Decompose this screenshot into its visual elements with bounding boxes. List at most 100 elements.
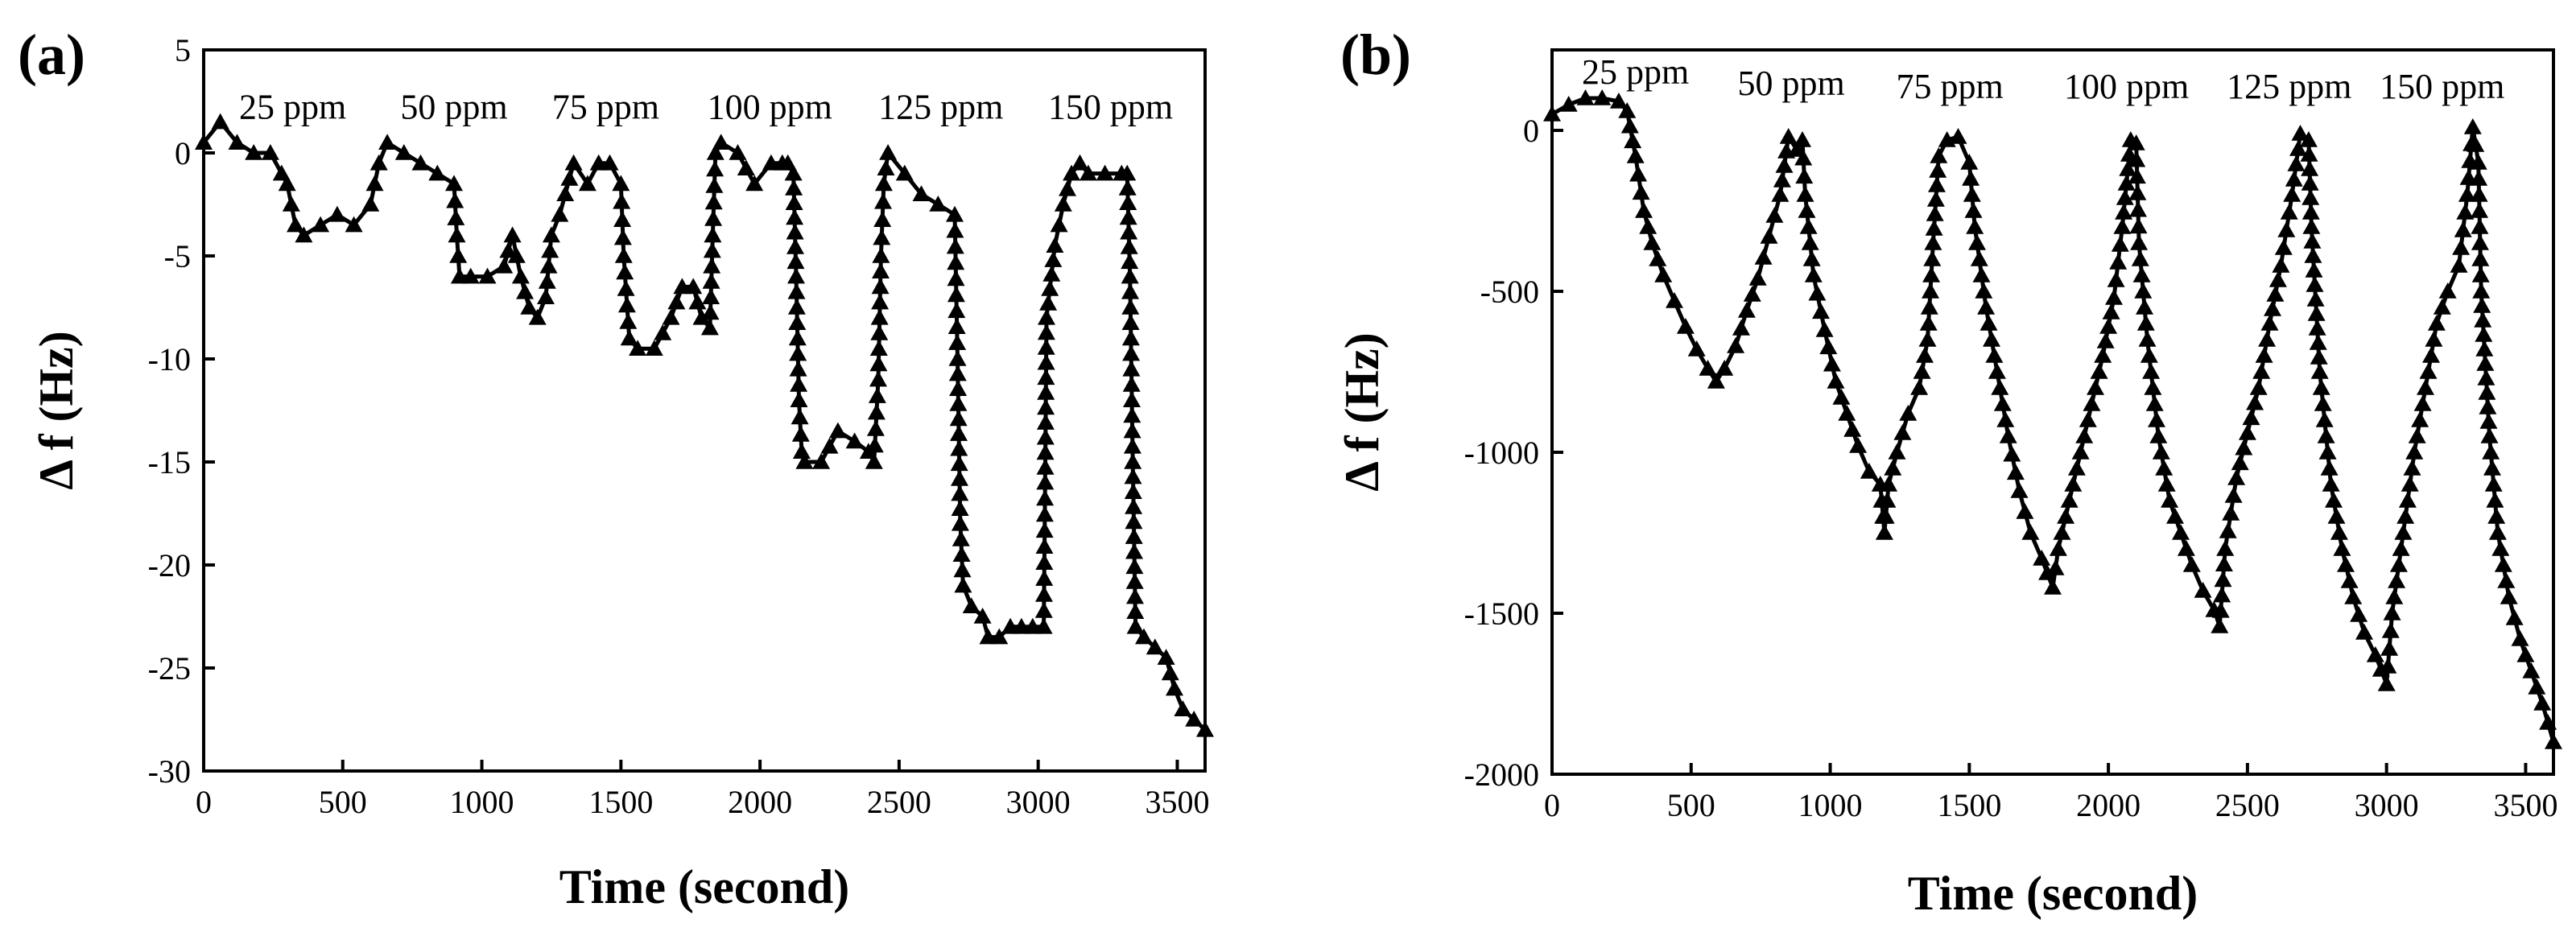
data-point — [2417, 379, 2434, 395]
data-point — [1880, 476, 1898, 492]
data-point — [245, 144, 263, 160]
data-point — [990, 628, 1009, 645]
data-point — [1037, 353, 1055, 370]
plot-frame — [1550, 48, 2555, 776]
data-point — [2302, 218, 2321, 234]
data-point — [1035, 570, 1054, 586]
data-point — [1919, 315, 1938, 331]
data-point — [702, 273, 720, 289]
data-point — [1125, 513, 1143, 530]
data-point — [616, 263, 634, 280]
data-point — [1121, 299, 1140, 315]
x-tick-label: 1000 — [450, 784, 514, 820]
data-point — [2337, 556, 2355, 572]
data-point — [2539, 714, 2557, 730]
data-point — [1972, 266, 1991, 282]
x-tick-label: 2000 — [728, 784, 792, 820]
data-point — [1023, 617, 1042, 634]
data-point — [378, 134, 397, 150]
data-point — [2127, 134, 2145, 150]
data-point — [617, 280, 635, 296]
concentration-label: 75 ppm — [1897, 67, 2004, 106]
data-point — [2166, 508, 2184, 524]
data-point — [1126, 617, 1145, 634]
data-point — [872, 247, 890, 263]
data-point — [2044, 579, 2062, 595]
data-point — [873, 211, 892, 227]
data-point — [2454, 221, 2472, 237]
data-point — [654, 324, 672, 340]
y-axis-title: Δ f (Hz) — [1335, 332, 1389, 492]
data-point — [2396, 508, 2415, 524]
data-point — [2470, 186, 2488, 202]
data-point — [1926, 205, 1944, 221]
data-point — [951, 500, 969, 516]
data-point — [450, 267, 469, 284]
data-point — [2132, 266, 2151, 282]
data-point — [1812, 303, 1830, 320]
data-point — [1036, 489, 1055, 506]
data-point — [629, 340, 647, 356]
data-point — [1925, 220, 1943, 236]
data-point — [2511, 630, 2529, 646]
data-point — [449, 247, 468, 263]
data-point — [2010, 482, 2029, 498]
x-tick-label: 0 — [196, 784, 212, 820]
data-point — [2102, 303, 2120, 320]
data-point — [1618, 102, 1637, 118]
data-point — [2405, 443, 2424, 460]
data-point — [2401, 476, 2419, 492]
data-point — [791, 425, 810, 442]
data-point — [2473, 297, 2491, 313]
data-point — [2105, 289, 2123, 305]
data-point — [1926, 191, 1945, 207]
data-point — [2128, 167, 2146, 184]
data-point — [1988, 363, 2006, 379]
data-point — [2388, 572, 2406, 588]
data-point — [1975, 282, 1993, 299]
data-point — [2138, 331, 2157, 347]
data-point — [2471, 218, 2489, 234]
data-point — [613, 192, 631, 209]
data-point — [1643, 234, 1662, 250]
data-point — [1920, 299, 1938, 315]
data-point — [2227, 469, 2246, 485]
data-point — [2136, 299, 2153, 315]
data-point — [1125, 572, 1144, 589]
data-point — [1037, 383, 1055, 400]
data-point — [762, 154, 780, 171]
data-point — [1966, 218, 1984, 234]
data-point — [2322, 476, 2340, 492]
data-point — [1121, 282, 1139, 299]
data-point — [1884, 460, 1902, 476]
data-point — [703, 241, 721, 258]
data-point — [1878, 492, 1897, 508]
data-point — [2307, 305, 2326, 321]
data-markers — [1543, 89, 2562, 749]
data-point — [704, 193, 723, 210]
data-point — [2211, 601, 2230, 618]
data-point — [785, 194, 803, 210]
data-point — [2419, 363, 2438, 379]
data-point — [2277, 221, 2296, 237]
concentration-label: 100 ppm — [2064, 67, 2189, 106]
concentration-label: 150 ppm — [1048, 88, 1173, 127]
data-point — [1993, 395, 2012, 411]
data-point — [2392, 540, 2410, 556]
data-point — [2060, 492, 2079, 508]
data-point — [1054, 196, 1072, 212]
data-point — [312, 216, 330, 233]
data-point — [2330, 524, 2348, 540]
data-point — [1071, 154, 1089, 171]
data-point — [962, 597, 980, 613]
data-point — [2116, 189, 2134, 205]
data-point — [1096, 164, 1114, 181]
data-point — [2006, 464, 2025, 480]
data-point — [2505, 609, 2524, 625]
data-point — [541, 241, 559, 258]
data-point — [2422, 347, 2440, 363]
data-point — [979, 628, 997, 645]
data-point — [1576, 89, 1595, 105]
data-point — [1559, 96, 1578, 112]
y-tick-label: -15 — [148, 444, 191, 480]
